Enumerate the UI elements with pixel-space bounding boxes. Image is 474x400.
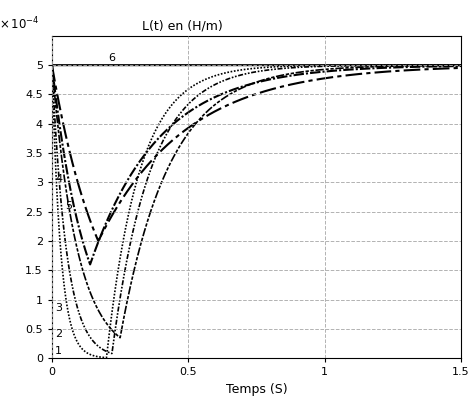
Text: 6: 6 [109, 53, 116, 63]
X-axis label: Temps (S): Temps (S) [226, 383, 287, 396]
Text: 3: 3 [55, 304, 62, 314]
Text: 5: 5 [65, 201, 72, 211]
Text: L(t) en (H/m): L(t) en (H/m) [142, 20, 223, 33]
Text: 1: 1 [55, 346, 62, 356]
Text: $\times\,10^{-4}$: $\times\,10^{-4}$ [0, 16, 39, 33]
Text: 2: 2 [55, 329, 62, 339]
Text: 4: 4 [55, 174, 62, 184]
